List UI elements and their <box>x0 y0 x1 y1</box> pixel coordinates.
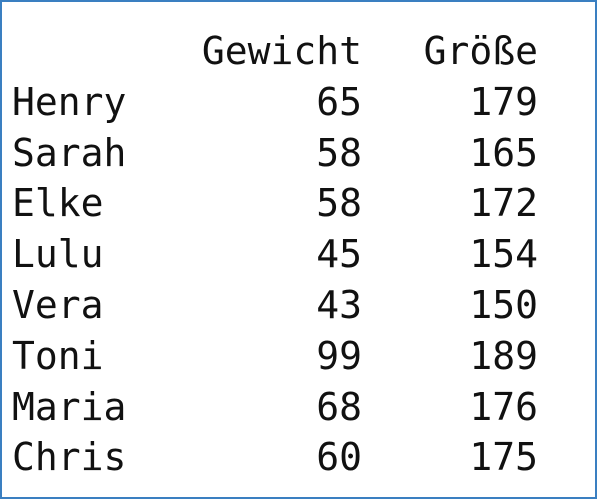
row-name: Lulu <box>12 232 104 277</box>
groesse-value: 189 <box>469 333 538 378</box>
table-row: Elke 58 172 <box>12 178 538 229</box>
groesse-value: 179 <box>469 79 538 124</box>
groesse-value: 165 <box>469 130 538 175</box>
table-row: Sarah 58 165 <box>12 128 538 179</box>
table-row: Lulu 45 154 <box>12 229 538 280</box>
groesse-value: 172 <box>469 181 538 226</box>
gewicht-value: 45 <box>316 232 362 277</box>
column-header-gewicht: Gewicht <box>201 29 362 73</box>
table-row: Toni 99 189 <box>12 331 538 382</box>
row-name: Vera <box>12 282 104 327</box>
row-name: Elke <box>12 181 104 226</box>
table-row: Vera 43 150 <box>12 280 538 331</box>
table-header-row: Gewicht Größe <box>12 26 538 77</box>
groesse-value: 176 <box>469 384 538 429</box>
row-names-header <box>12 26 172 77</box>
table-row: Maria 68 176 <box>12 382 538 433</box>
table-row: Henry 65 179 <box>12 77 538 128</box>
row-name: Sarah <box>12 130 127 175</box>
gewicht-value: 60 <box>316 435 362 480</box>
gewicht-value: 68 <box>316 384 362 429</box>
row-name: Toni <box>12 333 104 378</box>
gewicht-value: 65 <box>316 79 362 124</box>
groesse-value: 150 <box>469 282 538 327</box>
row-name: Chris <box>12 435 127 480</box>
data-frame-table: Gewicht Größe Henry 65 179 Sarah 58 165 … <box>12 26 538 483</box>
groesse-value: 175 <box>469 435 538 480</box>
gewicht-value: 43 <box>316 282 362 327</box>
gewicht-value: 99 <box>316 333 362 378</box>
row-name: Maria <box>12 384 127 429</box>
gewicht-value: 58 <box>316 130 362 175</box>
groesse-value: 154 <box>469 232 538 277</box>
column-header-groesse: Größe <box>423 29 538 73</box>
gewicht-value: 58 <box>316 181 362 226</box>
table-row: Chris 60 175 <box>12 432 538 483</box>
row-name: Henry <box>12 79 127 124</box>
